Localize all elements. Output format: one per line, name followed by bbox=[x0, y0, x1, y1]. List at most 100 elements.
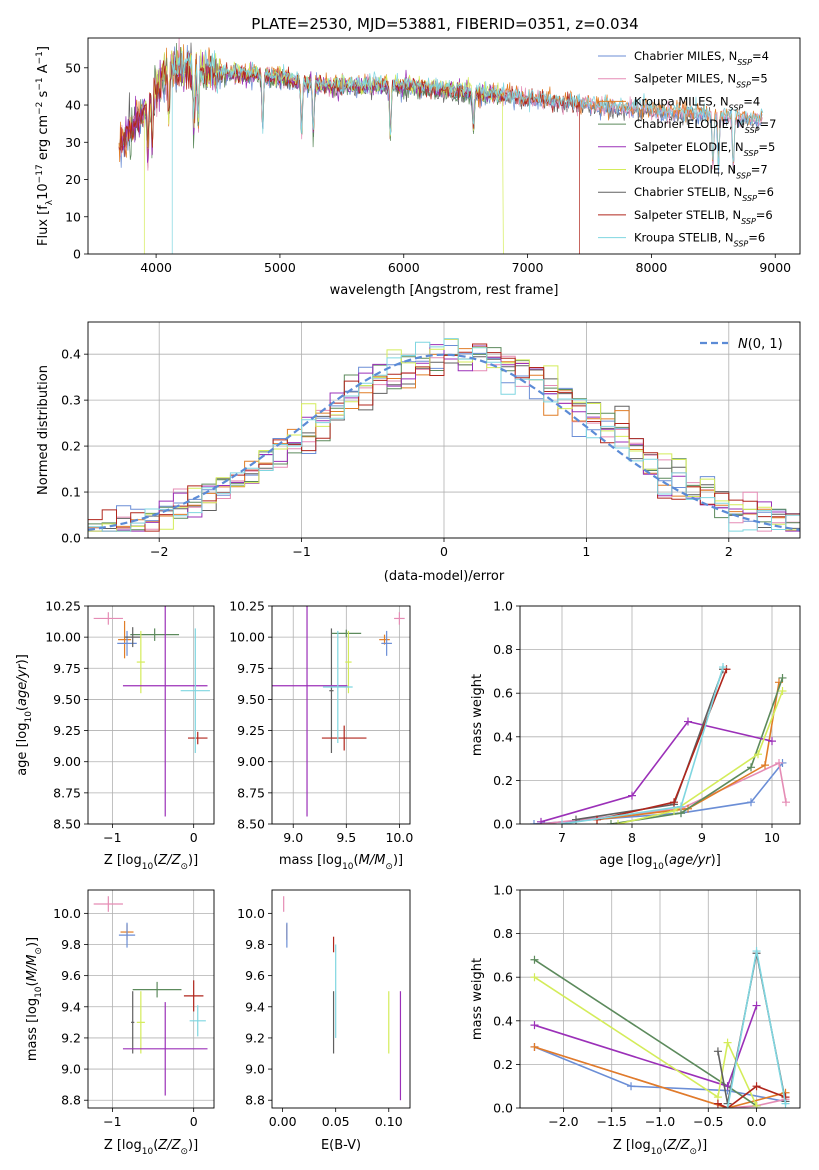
age_vs_mass-errorbar-8 bbox=[322, 630, 353, 744]
legend-label-value: =4 bbox=[752, 49, 769, 63]
residuals-xtick-label: 1 bbox=[582, 544, 590, 559]
age_vs_z-errorbar-8 bbox=[180, 628, 210, 753]
age-vs-z-ylabel-part: age/yr bbox=[15, 663, 30, 706]
age_vs_mass-xtick-label: 9.0 bbox=[283, 830, 303, 845]
spectrum-xtick-label: 4000 bbox=[140, 260, 172, 275]
mass_vs_z-errorbar-6 bbox=[122, 1002, 208, 1096]
legend-label-0: Chabrier MILES, NSSP=4 bbox=[634, 49, 769, 67]
age_vs_mass-ytick-label: 10.00 bbox=[229, 630, 265, 645]
weight_vs_age-marker bbox=[747, 763, 755, 772]
weight_vs_z-marker bbox=[530, 973, 539, 982]
age_vs_z-errorbar-7 bbox=[187, 731, 208, 745]
mass_vs_z-ytick-label: 9.8 bbox=[61, 937, 81, 952]
weight_vs_z-xtick-label: −0.5 bbox=[693, 1114, 723, 1129]
weight_vs_age-ytick-label: 0.2 bbox=[493, 773, 513, 788]
age_vs_mass-errorbar-6 bbox=[272, 606, 348, 817]
residuals-xtick-label: −2 bbox=[150, 544, 168, 559]
age_vs_mass-xtick-label: 10.0 bbox=[385, 830, 413, 845]
weight_vs_age-xtick-label: 7 bbox=[558, 830, 566, 845]
mass_vs_z-errorbar-4 bbox=[131, 991, 135, 1054]
panel-age_vs_mass: 9.0 9.5 10.0 8.50 8.75 9.00 9.25 9.50 9.75 10.00 1… bbox=[229, 599, 413, 873]
legend-label-sub: SSP bbox=[737, 58, 752, 67]
weight_vs_age-ytick-label: 1.0 bbox=[493, 599, 513, 614]
spectrum-xtick-label: 7000 bbox=[512, 260, 544, 275]
mass_vs_ebv-xtick-label: 0.10 bbox=[375, 1114, 403, 1129]
legend-label-value: =5 bbox=[751, 72, 768, 86]
weight_vs_age-ticks: 7 8 9 10 0.0 0.2 0.4 0.6 0.8 1.0 bbox=[493, 599, 780, 846]
mass_vs_z-errorbar-7 bbox=[183, 980, 204, 1012]
weight_vs_z-marker bbox=[723, 1038, 732, 1047]
mass_vs_ebv-ytick-label: 10.0 bbox=[237, 906, 265, 921]
legend-label-text: Salpeter MILES, N bbox=[634, 72, 736, 86]
weight_vs_z-marker bbox=[752, 1001, 761, 1010]
legend-label-value: =4 bbox=[743, 94, 760, 108]
weight-vs-z-xlabel-part: ( bbox=[662, 1138, 667, 1153]
weight_vs_z-ytick-label: 1.0 bbox=[493, 883, 513, 898]
legend-label-sub: SSP bbox=[736, 80, 751, 89]
weight-vs-age-ylabel: mass weight bbox=[470, 674, 485, 756]
mass_vs_ebv-ytick-label: 9.2 bbox=[245, 1030, 265, 1045]
spectrum-ylabel-part: s bbox=[36, 90, 51, 101]
age-vs-mass-xlabel-part: ( bbox=[354, 853, 359, 868]
mass-vs-ebv-xlabel: E(B-V) bbox=[321, 1138, 361, 1153]
legend-label-sub: SSP bbox=[736, 171, 751, 180]
weight_vs_age-marker bbox=[754, 750, 762, 759]
age_vs_z-ticks: −1 0 8.50 8.75 9.00 9.25 9.50 9.75 10.00 10.25 bbox=[45, 599, 197, 846]
weight_vs_age-series-4 bbox=[537, 717, 776, 824]
weight_vs_age-xtick-label: 8 bbox=[628, 830, 636, 845]
age-vs-mass-xlabel-part: mass [log bbox=[279, 853, 342, 868]
weight-vs-age-xlabel-part: ( bbox=[664, 853, 669, 868]
mass_vs_ebv-xtick-label: 0.00 bbox=[269, 1114, 297, 1129]
weight_vs_z-ytick-label: 0.6 bbox=[493, 970, 513, 985]
age-vs-mass-xlabel-part: 10 bbox=[342, 862, 354, 872]
mass_vs_z-errorbar-0 bbox=[93, 896, 123, 912]
legend-label-value: =6 bbox=[757, 185, 774, 199]
age-vs-z-xlabel-part: Z [log bbox=[104, 853, 142, 868]
weight_vs_z-ticks: −2.0 −1.5 −1.0 −0.5 0.0 0.0 0.2 0.4 0.6 0.8 1.0 bbox=[493, 883, 766, 1130]
legend-label-5: Kroupa ELODIE, NSSP=7 bbox=[634, 163, 768, 181]
weight_vs_z-line bbox=[717, 1085, 786, 1108]
mass_vs_z-ytick-label: 9.6 bbox=[61, 968, 81, 983]
age_vs_z-ytick-label: 8.50 bbox=[53, 817, 81, 832]
spectrum-ylabel-part: −1 bbox=[35, 51, 45, 64]
residuals-ytick-label: 0.0 bbox=[61, 531, 81, 546]
age-vs-z-xlabel-part: 10 bbox=[142, 862, 154, 872]
mass-vs-z-xlabel-part: ⊙ bbox=[180, 1147, 188, 1157]
weight_vs_z-xtick-label: 0.0 bbox=[747, 1114, 767, 1129]
spectrum-plot-area bbox=[118, 38, 764, 254]
panel-mass_vs_ebv: 0.00 0.05 0.10 8.8 9.0 9.2 9.4 9.6 9.8 10.0 E(B-V) bbox=[237, 889, 411, 1153]
mass-vs-z-ylabel-part: M/M bbox=[25, 955, 40, 982]
mass_vs_z-grid bbox=[88, 890, 214, 1108]
weight_vs_age-marker bbox=[628, 791, 636, 800]
mass_vs_ebv-frame bbox=[271, 889, 411, 1109]
age-vs-mass-xlabel-part: M/M bbox=[359, 853, 386, 868]
panel-mass_vs_z: −1 08.89.09.29.49.69.810.0Z [log10(Z/Z⊙)]… bbox=[25, 889, 215, 1157]
weight_vs_z-xtick-label: −1.0 bbox=[645, 1114, 675, 1129]
age_vs_z-ytick-label: 9.50 bbox=[53, 692, 81, 707]
legend-label-6: Chabrier STELIB, NSSP=6 bbox=[634, 185, 774, 203]
age-vs-mass-xlabel-part: )] bbox=[393, 853, 403, 868]
legend-label-sub: SSP bbox=[741, 216, 756, 225]
age-vs-z-ylabel-part: 10 bbox=[24, 711, 34, 723]
weight_vs_z-marker bbox=[723, 1104, 732, 1108]
weight_vs_z-line bbox=[534, 1046, 786, 1108]
weight_vs_age-marker bbox=[670, 798, 678, 807]
weight_vs_age-marker bbox=[747, 798, 755, 807]
residuals-ylabel: Normed distribution bbox=[36, 365, 51, 495]
spectrum-ylabel-part: erg cm bbox=[36, 115, 51, 164]
weight-vs-z-ylabel: mass weight bbox=[470, 958, 485, 1040]
legend-label-value: =5 bbox=[758, 140, 775, 154]
age_vs_z-errorbar-6 bbox=[122, 606, 208, 817]
weight_vs_z-ytick-label: 0.2 bbox=[493, 1057, 513, 1072]
age_vs_mass-xtick-label: 9.5 bbox=[336, 830, 356, 845]
residuals-xlabel: (data-model)/error bbox=[384, 569, 505, 584]
spectrum-ytick-label: 40 bbox=[65, 98, 81, 113]
weight-vs-age-xlabel-part: age [log bbox=[599, 853, 652, 868]
age_vs_mass-ytick-label: 9.00 bbox=[237, 754, 265, 769]
legend-label-text: Chabrier STELIB, N bbox=[634, 185, 742, 199]
weight_vs_age-ytick-label: 0.4 bbox=[493, 729, 513, 744]
age-vs-z-ylabel: age [log10(age/yr)] bbox=[15, 654, 34, 776]
weight-vs-age-xlabel-part: 10 bbox=[652, 862, 664, 872]
legend-label-1: Salpeter MILES, NSSP=5 bbox=[634, 72, 768, 90]
age_vs_mass-ticks: 9.0 9.5 10.0 8.50 8.75 9.00 9.25 9.50 9.75 10.00 1… bbox=[229, 599, 413, 846]
